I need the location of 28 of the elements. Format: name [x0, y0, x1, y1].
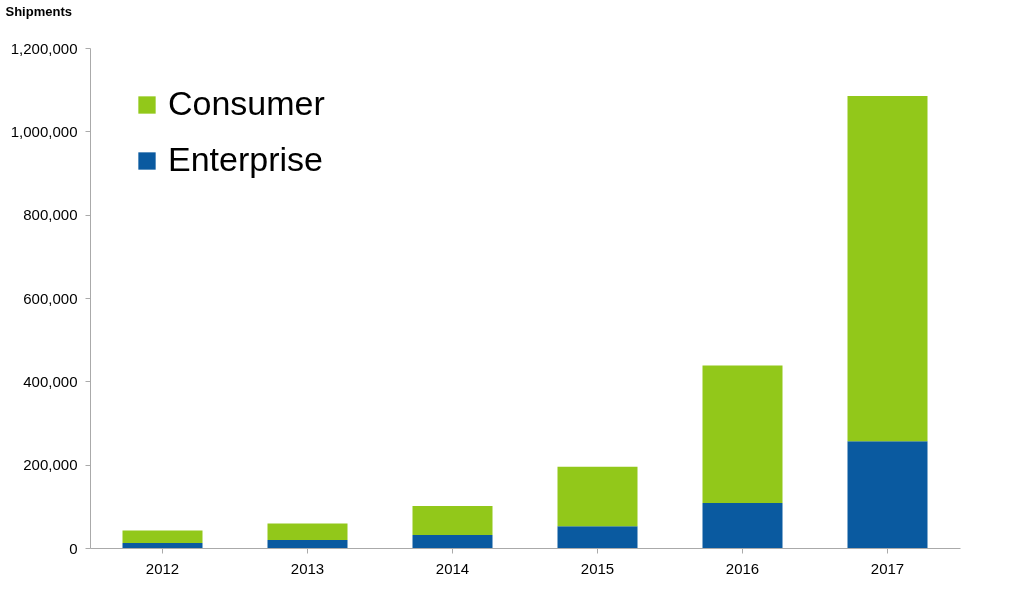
legend-label: Consumer	[168, 84, 325, 122]
legend-label: Enterprise	[168, 140, 323, 178]
bar	[557, 466, 638, 527]
x-tick-label: 2016	[725, 559, 760, 577]
bar	[702, 503, 783, 548]
y-tick-label: 1,200,000	[10, 39, 78, 57]
bar	[267, 523, 348, 541]
y-tick-label: 200,000	[23, 456, 78, 474]
bar	[412, 505, 493, 536]
y-tick-label: 0	[69, 539, 78, 557]
bar	[267, 540, 348, 548]
y-tick-label: 1,000,000	[10, 122, 78, 140]
bar	[412, 535, 493, 548]
y-tick-label: 800,000	[23, 206, 78, 224]
x-tick-label: 2013	[290, 559, 325, 577]
bar	[122, 543, 203, 548]
x-tick-label: 2015	[580, 559, 615, 577]
x-tick-label: 2014	[435, 559, 470, 577]
y-tick-label: 600,000	[23, 289, 78, 307]
x-tick-label: 2017	[870, 559, 905, 577]
bar	[122, 530, 203, 543]
bar	[702, 365, 783, 503]
y-tick-label: 400,000	[23, 372, 78, 390]
bar	[847, 441, 928, 548]
y-axis-title: Shipments	[5, 3, 72, 19]
x-tick-label: 2012	[145, 559, 180, 577]
bar	[557, 526, 638, 548]
bar	[847, 95, 928, 442]
